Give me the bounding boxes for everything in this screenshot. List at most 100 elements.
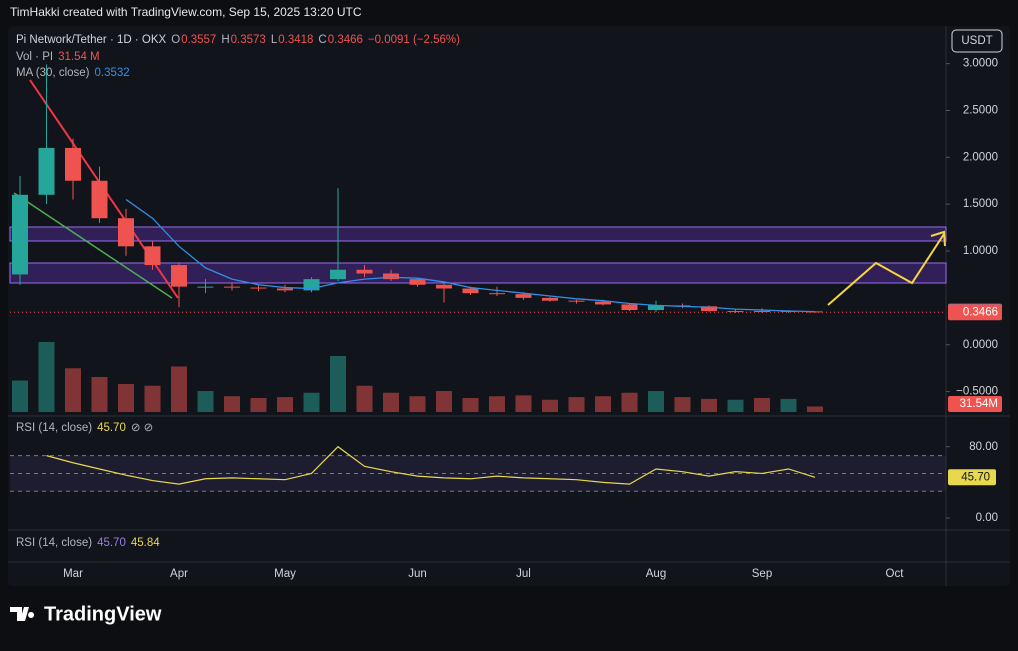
y-tick-label: 2.0000 xyxy=(963,151,998,163)
price-badge-label: 0.3466 xyxy=(963,306,998,318)
y-tick-label: 1.5000 xyxy=(963,198,998,210)
candle-body xyxy=(383,273,399,280)
rsi2-title: RSI (14, close) xyxy=(16,537,92,549)
rsi2-ma-value: 45.84 xyxy=(131,537,160,549)
logo-icon xyxy=(10,607,35,621)
candle-body xyxy=(12,194,28,275)
price-badge xyxy=(948,304,1002,321)
candle-body xyxy=(38,147,55,195)
currency-button[interactable] xyxy=(951,29,1003,53)
y-tick-label: 1.0000 xyxy=(963,245,998,257)
zone-box xyxy=(9,262,947,284)
rsi-line xyxy=(46,445,816,485)
candle-body xyxy=(621,304,638,311)
candle-body xyxy=(250,287,267,289)
x-tick-label: Aug xyxy=(646,568,666,580)
candle-body xyxy=(542,297,558,301)
ma-title: MA (30, close) xyxy=(16,67,90,79)
y-tick-label: 0.00 xyxy=(976,512,998,524)
rsi-badge-label: 45.70 xyxy=(961,471,990,483)
candle-body xyxy=(171,265,187,287)
volume-bar xyxy=(224,396,240,412)
ma-line xyxy=(125,198,816,313)
volume-bar xyxy=(409,396,426,412)
volume-bar xyxy=(595,396,611,412)
volume-bar xyxy=(12,380,28,412)
y-tick-label: 2.5000 xyxy=(963,104,998,116)
volume-badge xyxy=(948,396,1002,412)
volume-bar xyxy=(91,377,108,412)
candle-body xyxy=(330,269,346,280)
candle-body xyxy=(197,286,214,288)
candle-body xyxy=(489,293,505,295)
rsi-value: 45.70 xyxy=(97,422,126,434)
volume-bar xyxy=(118,384,134,412)
y-tick-label: 80.00 xyxy=(969,441,998,453)
volume-bar xyxy=(171,366,187,412)
candle-body xyxy=(144,246,161,266)
brand: TradingView xyxy=(44,603,162,625)
low-prefix: L xyxy=(271,34,278,46)
y-tick-label: −0.5000 xyxy=(956,386,998,398)
arrow-head xyxy=(930,230,946,247)
rsi-badge xyxy=(948,469,996,486)
trend-line xyxy=(13,192,173,299)
candle-body xyxy=(409,279,426,285)
volume-bar xyxy=(754,398,770,412)
volume-bar xyxy=(674,397,691,412)
candle-body xyxy=(303,279,320,291)
volume-bar xyxy=(542,399,558,412)
x-tick-label: May xyxy=(274,568,296,580)
candle-body xyxy=(462,288,479,294)
brand-logo: TradingView xyxy=(10,603,162,625)
x-tick-label: Jun xyxy=(408,568,427,580)
x-tick-label: Sep xyxy=(752,568,772,580)
candle-body xyxy=(595,301,611,305)
candle-body xyxy=(277,288,293,291)
credit: TimHakki created with TradingView.com, S… xyxy=(10,5,362,19)
ma-value: 0.3532 xyxy=(95,67,130,79)
candle-body xyxy=(91,180,108,219)
candle-body xyxy=(436,284,452,289)
candle-body xyxy=(356,269,373,274)
candle-body xyxy=(754,310,770,312)
volume-bar xyxy=(303,392,320,412)
symbol-title: Pi Network/Tether · 1D · OKX xyxy=(16,34,167,46)
currency-label: USDT xyxy=(961,35,992,47)
candle-body xyxy=(515,294,532,298)
volume-bar xyxy=(515,395,532,412)
volume-bar xyxy=(250,398,267,412)
volume-bar xyxy=(568,397,585,412)
y-tick-label: 0.0000 xyxy=(963,339,998,351)
high-prefix: H xyxy=(221,34,229,46)
candle-body xyxy=(648,305,664,311)
volume-value: 31.54 M xyxy=(58,51,100,63)
rsi-symbols: ⊘ ⊘ xyxy=(131,422,153,434)
chart-panel xyxy=(8,26,1010,586)
volume-bar xyxy=(648,391,664,412)
volume-bar xyxy=(65,368,81,412)
volume-bar xyxy=(38,342,55,412)
volume-bar xyxy=(462,398,479,412)
volume-bar xyxy=(807,406,823,412)
candle-body xyxy=(224,286,240,288)
close-prefix: C xyxy=(318,34,326,46)
volume-bar xyxy=(780,398,797,412)
volume-bar xyxy=(197,391,214,412)
candle-body xyxy=(118,218,134,247)
y-tick-label: 3.0000 xyxy=(963,58,998,70)
volume-bar xyxy=(330,356,346,412)
zone-box xyxy=(9,226,947,242)
volume-bar xyxy=(383,392,399,412)
rsi2-value: 45.70 xyxy=(97,537,126,549)
low-value: 0.3418 xyxy=(278,34,313,46)
open-value: 0.3557 xyxy=(181,34,216,46)
x-tick-label: Oct xyxy=(886,568,905,580)
volume-bar xyxy=(621,392,638,412)
candle-body xyxy=(65,147,81,181)
volume-bar xyxy=(727,399,744,412)
x-tick-label: Mar xyxy=(63,568,83,580)
change-value: −0.0091 (−2.56%) xyxy=(368,34,460,46)
projection-arrow xyxy=(827,233,945,306)
